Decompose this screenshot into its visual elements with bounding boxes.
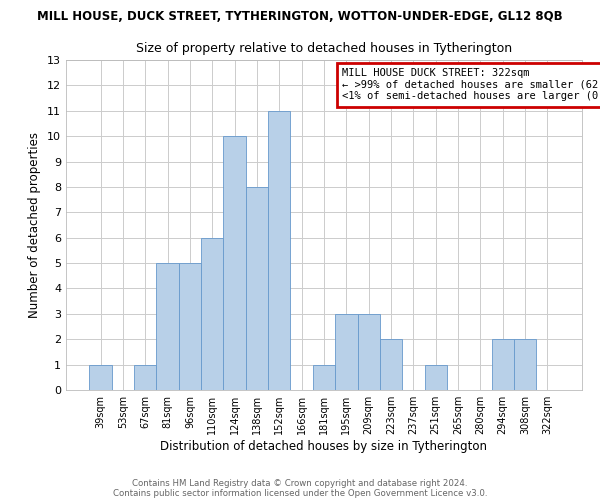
Text: MILL HOUSE, DUCK STREET, TYTHERINGTON, WOTTON-UNDER-EDGE, GL12 8QB: MILL HOUSE, DUCK STREET, TYTHERINGTON, W… [37, 10, 563, 23]
Y-axis label: Number of detached properties: Number of detached properties [28, 132, 41, 318]
Bar [89, 364, 112, 390]
X-axis label: Distribution of detached houses by size in Tytherington: Distribution of detached houses by size … [161, 440, 487, 453]
Bar [335, 314, 358, 390]
Bar [246, 187, 268, 390]
Bar [268, 111, 290, 390]
Bar [425, 364, 447, 390]
Bar [134, 364, 157, 390]
Bar [223, 136, 246, 390]
Text: Contains HM Land Registry data © Crown copyright and database right 2024.: Contains HM Land Registry data © Crown c… [132, 478, 468, 488]
Bar [358, 314, 380, 390]
Bar [313, 364, 335, 390]
Bar [380, 339, 402, 390]
Bar [157, 263, 179, 390]
Bar [514, 339, 536, 390]
Bar [491, 339, 514, 390]
Title: Size of property relative to detached houses in Tytherington: Size of property relative to detached ho… [136, 42, 512, 54]
Text: Contains public sector information licensed under the Open Government Licence v3: Contains public sector information licen… [113, 488, 487, 498]
Bar [201, 238, 223, 390]
Text: MILL HOUSE DUCK STREET: 322sqm
← >99% of detached houses are smaller (62)
<1% of: MILL HOUSE DUCK STREET: 322sqm ← >99% of… [342, 68, 600, 102]
Bar [179, 263, 201, 390]
